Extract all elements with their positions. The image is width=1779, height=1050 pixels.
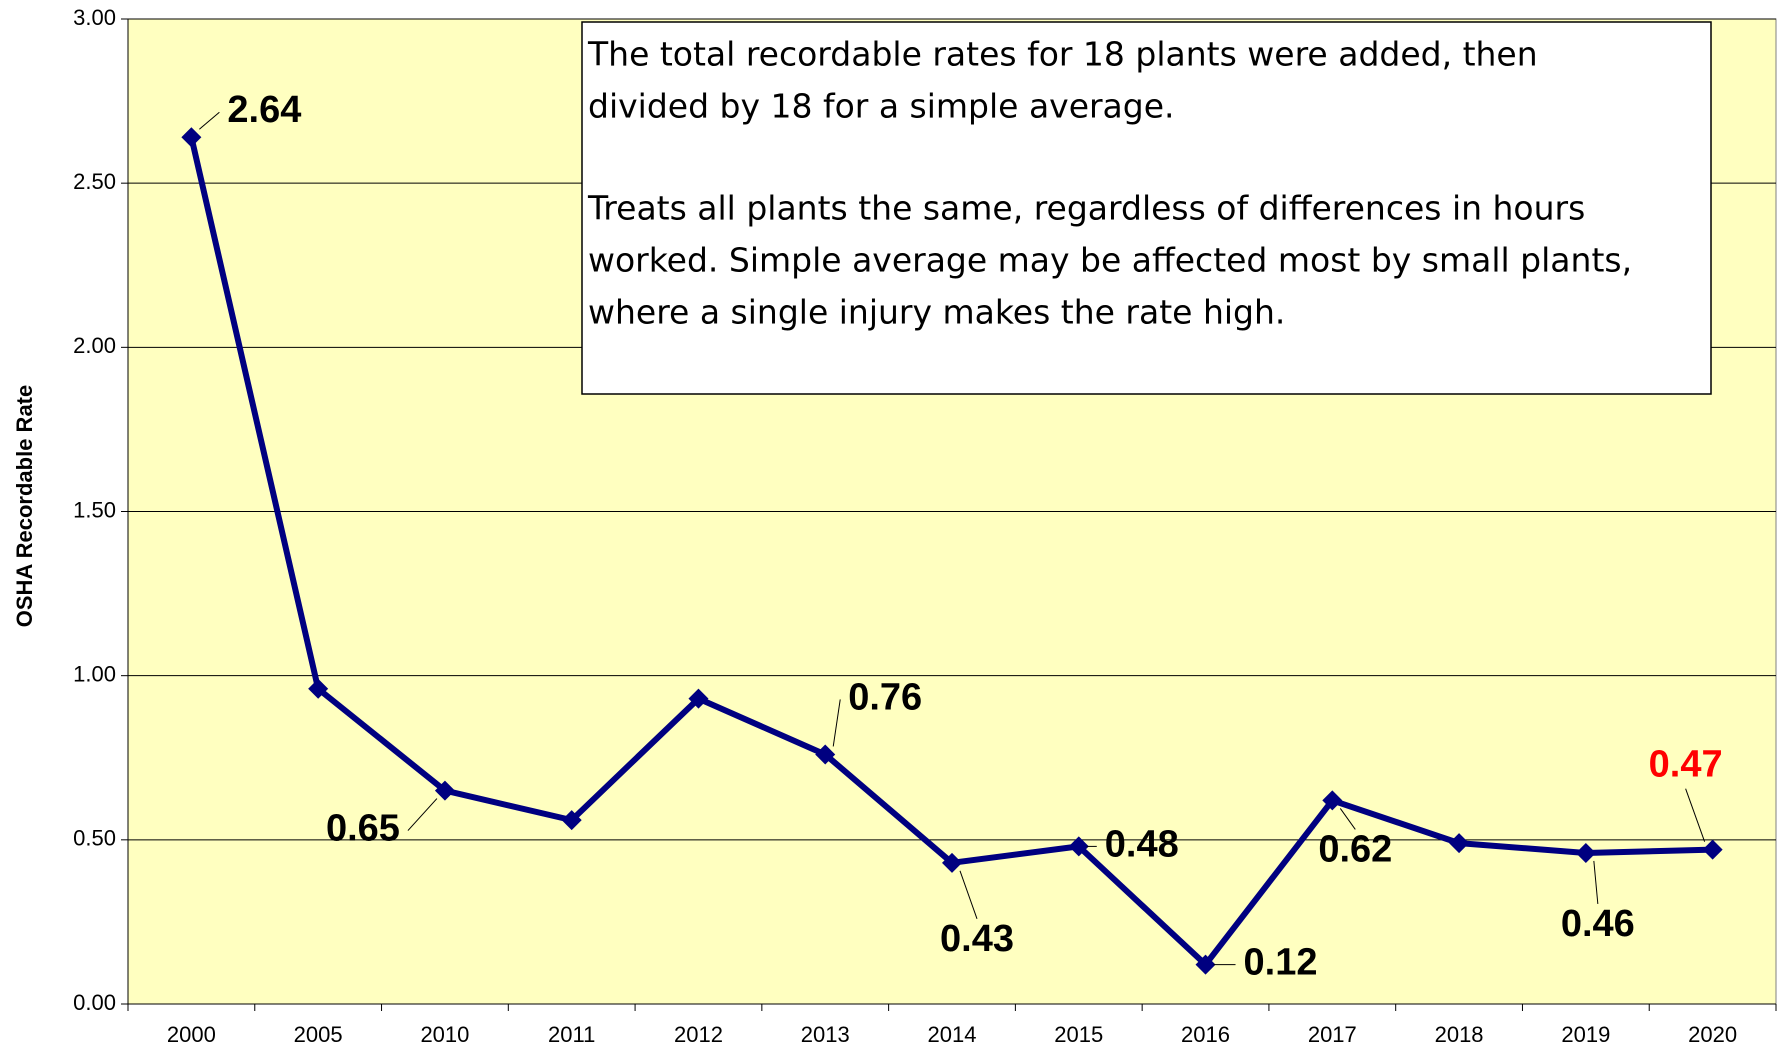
annotation-line: divided by 18 for a simple average. xyxy=(588,87,1175,126)
y-tick-label: 2.50 xyxy=(73,169,116,194)
leader-line xyxy=(1685,788,1706,842)
data-label: 0.46 xyxy=(1561,903,1635,945)
leader-line xyxy=(1593,860,1599,905)
leader-line xyxy=(959,870,978,919)
leader-line xyxy=(1339,808,1356,830)
data-label: 0.48 xyxy=(1105,823,1179,865)
x-tick-label: 2014 xyxy=(928,1022,977,1047)
annotation-line: worked. Simple average may be affected m… xyxy=(588,241,1632,280)
x-tick-label: 2013 xyxy=(801,1022,850,1047)
annotation-line: Treats all plants the same, regardless o… xyxy=(587,189,1585,228)
leader-line xyxy=(199,111,220,130)
x-tick-label: 2005 xyxy=(294,1022,343,1047)
annotation-line: The total recordable rates for 18 plants… xyxy=(587,35,1538,74)
x-tick-label: 2012 xyxy=(674,1022,723,1047)
annotation-box xyxy=(581,21,1712,395)
data-label: 0.43 xyxy=(940,918,1014,960)
x-tick-label: 2015 xyxy=(1054,1022,1103,1047)
data-label: 0.12 xyxy=(1244,942,1318,984)
marker xyxy=(1195,954,1216,975)
y-tick-label: 2.00 xyxy=(73,333,116,358)
x-tick-label: 2000 xyxy=(167,1022,216,1047)
data-label: 0.65 xyxy=(326,808,400,850)
marker xyxy=(561,810,582,831)
y-tick-label: 3.00 xyxy=(73,5,116,30)
data-label: 2.64 xyxy=(227,89,301,131)
y-tick-label: 1.00 xyxy=(73,661,116,686)
y-tick-label: 0.50 xyxy=(73,826,116,851)
x-tick-label: 2017 xyxy=(1308,1022,1357,1047)
marker xyxy=(181,127,202,148)
x-tick-label: 2018 xyxy=(1435,1022,1484,1047)
x-tick-label: 2016 xyxy=(1181,1022,1230,1047)
marker xyxy=(1575,842,1596,863)
marker xyxy=(815,744,836,765)
marker xyxy=(434,780,455,801)
leader-line xyxy=(832,699,841,747)
marker xyxy=(1449,833,1470,854)
y-axis-label: OSHA Recordable Rate xyxy=(12,385,37,627)
marker xyxy=(942,852,962,873)
data-label: 0.62 xyxy=(1318,828,1392,870)
y-tick-label: 0.00 xyxy=(73,990,116,1015)
leader-line xyxy=(407,798,438,831)
marker xyxy=(688,688,709,709)
y-tick-label: 1.50 xyxy=(73,497,116,522)
data-label: 0.47 xyxy=(1649,744,1723,786)
x-tick-label: 2020 xyxy=(1688,1022,1737,1047)
marker xyxy=(1068,836,1089,857)
x-tick-label: 2011 xyxy=(548,1022,595,1047)
marker xyxy=(1322,790,1343,811)
x-tick-label: 2019 xyxy=(1561,1022,1610,1047)
marker xyxy=(1702,839,1723,860)
data-label: 0.76 xyxy=(848,676,922,718)
marker xyxy=(308,678,329,699)
x-tick-label: 2010 xyxy=(420,1022,469,1047)
annotation-line: where a single injury makes the rate hig… xyxy=(588,293,1285,332)
